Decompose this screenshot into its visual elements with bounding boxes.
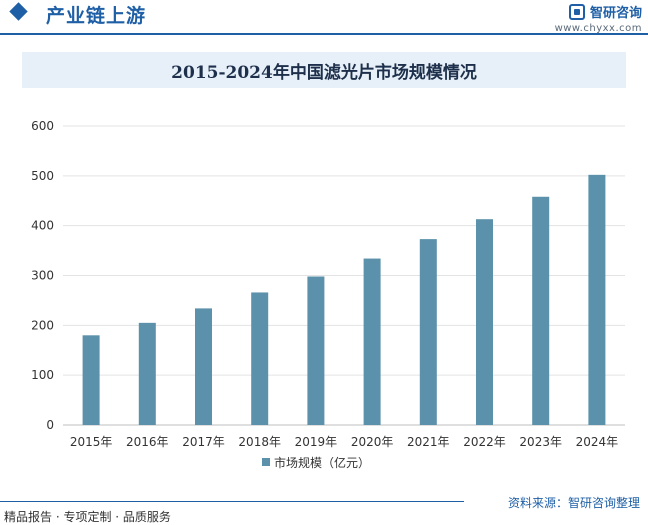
legend-label: 市场规模（亿元） — [274, 455, 370, 470]
chart-title-box: 2015-2024年中国滤光片市场规模情况 — [22, 52, 626, 88]
bar — [476, 219, 493, 425]
bar — [251, 292, 269, 425]
y-tick-label: 0 — [46, 418, 54, 432]
page-header: 产业链上游 智研咨询 www.chyxx.com — [0, 0, 648, 34]
bar — [307, 276, 325, 425]
bar — [588, 174, 606, 425]
bar — [532, 196, 550, 425]
y-tick-label: 600 — [31, 119, 54, 133]
axis-layer: 0 100 200 300 400 500 600 2015年 2016年 2017年 2018年 2… — [31, 119, 618, 449]
x-tick-label: 2022年 — [463, 435, 506, 449]
x-tick-label: 2016年 — [126, 435, 169, 449]
bar — [363, 258, 381, 425]
bar — [82, 335, 100, 425]
x-tick-label: 2020年 — [351, 435, 394, 449]
footer-tagline: 精品报告 · 专项定制 · 品质服务 — [4, 510, 171, 524]
x-tick-label: 2015年 — [70, 435, 113, 449]
legend-swatch — [262, 458, 270, 466]
bar — [195, 308, 212, 425]
bar — [419, 239, 437, 425]
section-title: 产业链上游 — [46, 5, 147, 27]
x-tick-label: 2024年 — [576, 435, 619, 449]
y-tick-label: 100 — [31, 368, 54, 382]
bar — [138, 322, 156, 425]
footer-divider — [0, 501, 464, 502]
x-tick-label: 2021年 — [407, 435, 450, 449]
chart-title: 2015-2024年中国滤光片市场规模情况 — [171, 62, 477, 83]
y-tick-label: 300 — [31, 269, 54, 283]
y-tick-label: 200 — [31, 318, 54, 332]
source-note: 资料来源：智研咨询整理 — [507, 496, 640, 510]
header-divider — [0, 33, 648, 35]
brand-logo-icon — [568, 3, 585, 20]
legend-layer: 市场规模（亿元） — [262, 455, 370, 470]
grid-layer — [63, 125, 625, 426]
x-tick-label: 2017年 — [182, 435, 225, 449]
y-tick-label: 500 — [31, 169, 54, 183]
x-tick-label: 2018年 — [238, 435, 281, 449]
y-tick-label: 400 — [31, 219, 54, 233]
bar-layer — [82, 174, 606, 425]
brand-name: 智研咨询 — [589, 6, 642, 21]
brand-block: 智研咨询 www.chyxx.com — [555, 2, 642, 34]
brand-url: www.chyxx.com — [554, 23, 642, 34]
x-tick-label: 2019年 — [295, 435, 338, 449]
x-tick-label: 2023年 — [519, 435, 562, 449]
